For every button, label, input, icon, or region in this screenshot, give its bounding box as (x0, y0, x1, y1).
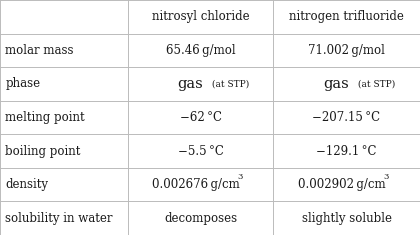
Text: melting point: melting point (5, 111, 85, 124)
Text: −62 °C: −62 °C (180, 111, 222, 124)
Text: (at STP): (at STP) (355, 79, 395, 88)
Text: −129.1 °C: −129.1 °C (316, 145, 377, 158)
Text: boiling point: boiling point (5, 145, 81, 158)
Text: 65.46 g/mol: 65.46 g/mol (166, 44, 235, 57)
Text: −5.5 °C: −5.5 °C (178, 145, 223, 158)
Text: solubility in water: solubility in water (5, 212, 113, 225)
Text: gas: gas (323, 77, 349, 91)
Text: −207.15 °C: −207.15 °C (312, 111, 381, 124)
Text: decomposes: decomposes (164, 212, 237, 225)
Text: 71.002 g/mol: 71.002 g/mol (308, 44, 385, 57)
Text: nitrosyl chloride: nitrosyl chloride (152, 10, 249, 23)
Text: phase: phase (5, 77, 41, 90)
Text: molar mass: molar mass (5, 44, 74, 57)
Text: nitrogen trifluoride: nitrogen trifluoride (289, 10, 404, 23)
Text: (at STP): (at STP) (209, 79, 249, 88)
Text: 3: 3 (384, 173, 389, 181)
Text: density: density (5, 178, 48, 191)
Text: 3: 3 (238, 173, 243, 181)
Text: 0.002902 g/cm: 0.002902 g/cm (299, 178, 386, 191)
Text: 0.002676 g/cm: 0.002676 g/cm (152, 178, 240, 191)
Text: gas: gas (177, 77, 203, 91)
Text: slightly soluble: slightly soluble (302, 212, 391, 225)
